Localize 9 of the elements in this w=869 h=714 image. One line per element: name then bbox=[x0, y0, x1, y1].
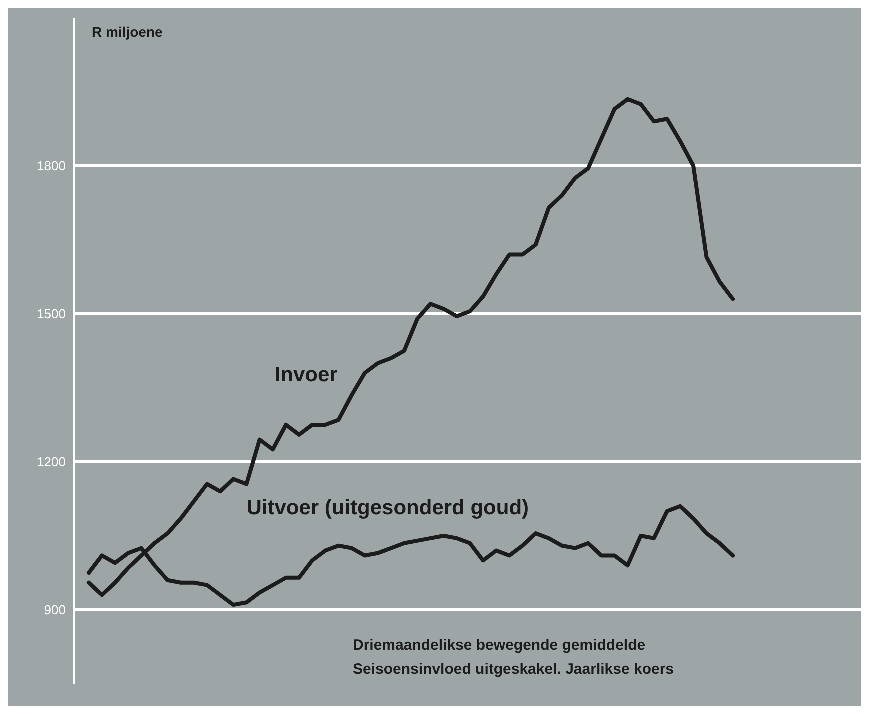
y-tick-label: 1800 bbox=[37, 158, 66, 174]
y-tick-label: 1500 bbox=[37, 306, 66, 322]
series-label: Invoer bbox=[274, 363, 338, 386]
annotation: Driemaandelikse bewegende gemiddelde bbox=[353, 636, 647, 656]
y-tick-label: 1200 bbox=[37, 454, 66, 470]
y-tick-label: 900 bbox=[44, 602, 66, 618]
annotation: Seisoensinvloed uitgeskakel. Jaarlikse koers bbox=[353, 660, 674, 680]
y-axis-title: R miljoene bbox=[92, 24, 163, 40]
series-label: Uitvoer (uitgesonderd goud) bbox=[246, 496, 530, 520]
